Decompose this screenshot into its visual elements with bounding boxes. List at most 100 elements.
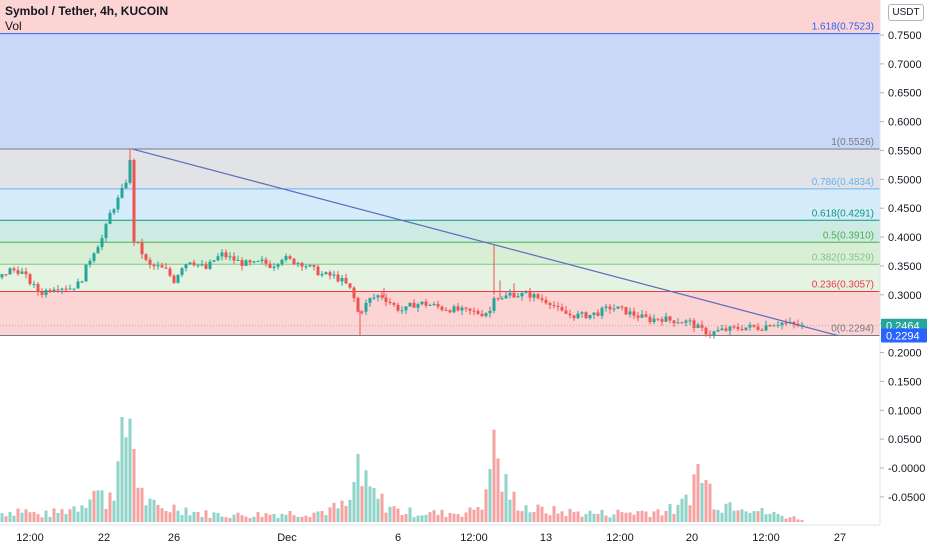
candle-body — [704, 327, 708, 335]
candle-body — [88, 260, 92, 265]
fib-level-label: 0.618(0.4291) — [812, 208, 874, 219]
trendline — [0, 148, 880, 337]
candle-body — [312, 265, 316, 267]
fib-zones — [0, 0, 880, 336]
volume-bar — [228, 517, 232, 522]
volume-bar — [696, 463, 700, 522]
volume-bar — [640, 510, 644, 522]
candle-body — [652, 318, 656, 323]
volume-indicator-label[interactable]: Vol — [5, 19, 22, 33]
volume-bar — [748, 512, 752, 522]
fib-level-label: 1.618(0.7523) — [812, 22, 874, 33]
fib-zone — [0, 148, 880, 189]
fib-zone — [0, 291, 880, 336]
candle-body — [8, 268, 12, 275]
volume-bar — [468, 507, 472, 522]
volume-bar — [36, 514, 40, 522]
fib-level-label: 0(0.2294) — [831, 324, 874, 335]
axis-tick-label: 0.4500 — [888, 203, 922, 215]
volume-bar — [504, 474, 508, 522]
candle-body — [456, 306, 460, 311]
candle-body — [656, 318, 660, 320]
candle-body — [588, 314, 592, 319]
fib-levels — [0, 33, 880, 337]
volume-bar — [232, 514, 236, 522]
volume-bar — [548, 515, 552, 522]
volume-bar — [536, 504, 540, 522]
volume-bar — [380, 493, 384, 522]
candle-body — [56, 289, 60, 291]
volume-bar — [676, 504, 680, 522]
candle-body — [572, 315, 576, 319]
candle-body — [76, 281, 80, 289]
volume-bar — [124, 437, 128, 522]
volume-bar — [280, 513, 284, 522]
volume-bar — [404, 514, 408, 522]
candle-body — [364, 302, 368, 312]
volume-bars — [0, 417, 804, 522]
time-axis: 12:00 22 26 Dec 6 12:00 13 12:00 20 12:00 27 — [0, 524, 880, 544]
volume-bar — [176, 510, 180, 522]
volume-bar — [212, 512, 216, 522]
volume-bar — [408, 507, 412, 522]
symbol-title[interactable]: Symbol / Tether, 4h, KUCOIN — [5, 4, 169, 18]
candle-body — [108, 212, 112, 225]
volume-bar — [588, 510, 592, 522]
volume-bar — [432, 510, 436, 522]
candle-body — [28, 274, 32, 284]
volume-bar — [296, 516, 300, 522]
candle-body — [372, 297, 376, 299]
candle-body — [296, 263, 300, 265]
volume-bar — [720, 512, 724, 522]
volume-bar — [28, 512, 32, 522]
candle-body — [188, 262, 192, 265]
volume-bar — [60, 509, 64, 522]
volume-bar — [116, 461, 120, 522]
candle-body — [632, 311, 636, 316]
candle-body — [64, 288, 68, 290]
candle-body — [264, 259, 268, 264]
candle-body — [92, 253, 96, 261]
candle-body — [324, 272, 328, 275]
volume-bar — [360, 486, 364, 522]
volume-bar — [684, 494, 688, 522]
candle-body — [72, 288, 76, 290]
candle-body — [256, 260, 260, 262]
volume-bar — [744, 511, 748, 522]
candle-body — [356, 298, 360, 312]
volume-bar — [260, 517, 264, 522]
volume-bar — [316, 511, 320, 522]
volume-bar — [516, 510, 520, 522]
candle-body — [568, 313, 572, 316]
candle-body — [464, 307, 468, 309]
axis-tick-label: 0.7000 — [888, 59, 922, 71]
candle-body — [576, 313, 580, 319]
axis-tick-label: 0.3500 — [888, 261, 922, 273]
candle-body — [484, 313, 488, 317]
candle-body — [412, 302, 416, 308]
volume-bar — [772, 511, 776, 522]
candle-body — [800, 324, 804, 326]
candle-body — [472, 310, 476, 312]
candle-body — [180, 268, 184, 275]
candle-body — [192, 262, 196, 266]
currency-unit-button[interactable]: USDT — [888, 4, 924, 21]
volume-bar — [792, 516, 796, 522]
volume-bar — [332, 502, 336, 522]
volume-bar — [688, 505, 692, 522]
candle-body — [544, 299, 548, 304]
time-tick-label: 26 — [168, 532, 180, 544]
candle-body — [384, 297, 388, 302]
volume-bar — [256, 512, 260, 522]
candle-body — [608, 306, 612, 310]
volume-bar — [168, 512, 172, 522]
candle-body — [280, 259, 284, 265]
candle-body — [736, 326, 740, 329]
candle-body — [692, 320, 696, 329]
volume-bar — [144, 505, 148, 522]
volume-bar — [724, 503, 728, 522]
trendline-segment — [131, 148, 839, 337]
candle-body — [536, 294, 540, 299]
candle-body — [284, 256, 288, 260]
